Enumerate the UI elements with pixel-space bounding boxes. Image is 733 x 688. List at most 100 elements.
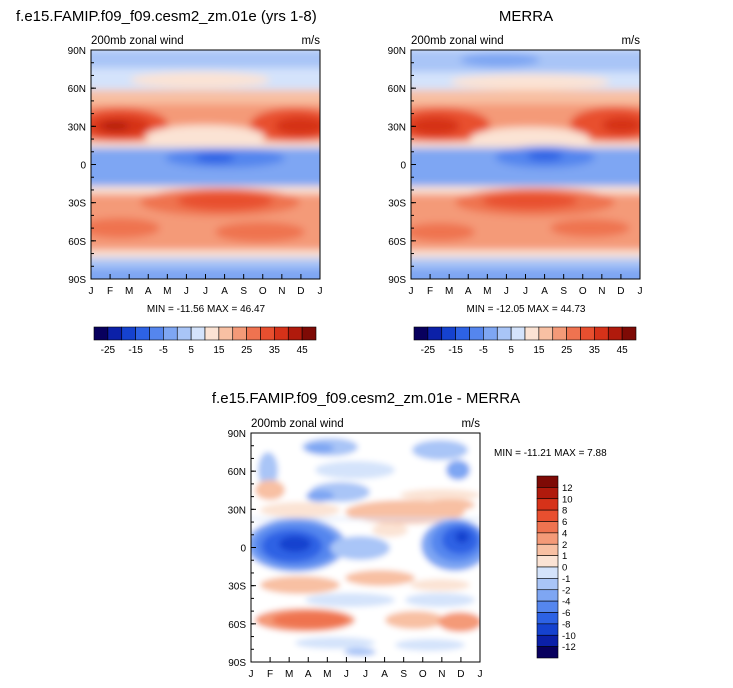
panel-model-subtitle-left: 200mb zonal wind [91,35,184,47]
panel-model-colorbar-swatch [135,326,150,341]
panel-diff-colorbar-swatch [536,498,559,511]
panel-merra-y-axis-tick-label: 30N [388,122,406,133]
panel-diff-colorbar-swatch [536,509,559,522]
panel-merra-colorbar-swatch [566,326,581,341]
panel-merra-x-axis-tick-label: A [541,286,548,297]
panel-merra-colorbar-label: -25 [421,345,436,356]
panel-model-colorbar-label: 5 [188,345,194,356]
panel-merra-colorbar-label: 45 [617,345,629,356]
panel-model-colorbar-swatch [218,326,234,341]
panel-diff-colorbar-swatch [536,578,559,591]
panel-diff-title: f.e15.FAMIP.f09_f09.cesm2_zm.01e - MERRA [212,390,520,407]
panel-merra-colorbar-swatch [496,326,512,341]
panel-merra-x-axis-tick-label: J [523,286,528,297]
panel-model-y-axis: 90N 60N 30N 0 30S 60S 90S [68,46,96,286]
panel-diff-y-axis-tick-label: 0 [240,544,246,555]
panel-merra-colorbar-swatch [607,326,623,341]
panel-merra-colorbar-swatch [552,326,567,341]
panel-diff-y-axis-tick-label: 60N [228,467,246,478]
panel-model-x-axis-tick-label: M [163,286,171,297]
panel-merra-colorbar-swatch [524,326,540,341]
panel-diff-colorbar-swatch [536,566,559,579]
panel-diff-colorbar-swatch [536,555,559,568]
panel-merra-colorbar-swatch [455,326,470,341]
panel-model-colorbar: -25 -15 -5 5 15 25 35 45 [93,326,317,356]
panel-model-colorbar-swatch [163,326,178,341]
panel-merra-y-axis-tick-label: 60S [388,237,406,248]
panel-diff-colorbar-label: 10 [562,494,573,505]
panel-merra-field [411,50,640,279]
panel-diff-colorbar-label: -6 [562,608,570,619]
panel-merra-colorbar-swatch [469,326,484,341]
panel-merra-stats: MIN = -12.05 MAX = 44.73 [467,304,586,315]
panel-diff-x-axis-tick-label: D [457,669,464,680]
panel-model-colorbar-label: -5 [159,345,168,356]
panel-merra-y-axis: 90N 60N 30N 0 30S 60S 90S [388,46,416,286]
panel-diff-colorbar-swatch [536,600,559,613]
panel-merra-colorbar-swatch [413,326,429,341]
panel-merra-colorbar-label: 35 [589,345,601,356]
panel-diff-x-axis-tick-label: J [249,669,254,680]
panel-diff-y-axis-tick-label: 30N [228,505,246,516]
panel-model-x-axis-tick-label: M [125,286,133,297]
panel-model-colorbar-label: 25 [241,345,253,356]
panel-model-colorbar-swatch [287,326,303,341]
panel-diff-y-axis-tick-label: 60S [228,620,246,631]
panel-merra-x-axis-tick-label: J [638,286,643,297]
panel-merra-x-axis-tick-label: S [560,286,567,297]
panel-diff-y-axis-tick-label: 90N [228,429,246,440]
panel-merra-y-axis-tick-label: 0 [400,161,406,172]
panel-diff-colorbar-swatch [536,475,559,488]
panel-merra-x-axis-tick-label: A [465,286,472,297]
panel-diff-x-axis-tick-label: F [267,669,273,680]
panel-model: f.e15.FAMIP.f09_f09.cesm2_zm.01e (yrs 1-… [16,8,323,356]
panel-diff-colorbar-label: -10 [562,631,576,642]
panel-diff-x-axis-tick-label: M [323,669,331,680]
panel-diff-x-axis-tick-label: A [381,669,388,680]
panel-diff-x-axis-tick-label: O [419,669,427,680]
panel-merra-subtitle-right: m/s [621,35,640,47]
panel-diff-colorbar-label: -4 [562,597,570,608]
panel-model-colorbar-swatch [246,326,261,341]
panel-merra-colorbar-swatch [580,326,595,341]
panel-model-colorbar-swatch [190,326,206,341]
panel-model-colorbar-label: 35 [269,345,281,356]
panel-merra-x-axis-tick-label: O [579,286,587,297]
panel-diff-field [251,433,480,662]
panel-diff-x-axis-tick-label: J [363,669,368,680]
panel-diff-colorbar-swatch [536,589,559,602]
panel-diff-colorbar-swatch [536,532,559,545]
panel-model-colorbar-label: 45 [297,345,309,356]
panel-merra-subtitle-left: 200mb zonal wind [411,35,504,47]
panel-diff-colorbar-label: 2 [562,540,567,551]
panel-merra-colorbar-swatch [621,326,637,341]
panel-diff-x-axis-tick-label: S [400,669,407,680]
panel-model-colorbar-label: -25 [101,345,116,356]
panel-diff-colorbar-swatch [536,634,559,647]
panel-model-x-axis-tick-label: J [89,286,94,297]
panel-model-x-axis-tick-label: O [259,286,267,297]
panel-diff-y-axis-tick-label: 30S [228,582,246,593]
panel-merra-colorbar-swatch [510,326,526,341]
panel-model-x-axis-tick-label: D [297,286,304,297]
panel-merra-colorbar-swatch [594,326,609,341]
panel-diff-colorbar-label: 8 [562,506,567,517]
panel-diff-x-axis-tick-label: M [285,669,293,680]
panel-model-y-axis-tick-label: 90S [68,275,86,286]
panel-model-field [91,50,320,279]
panel-model-colorbar-swatch [232,326,247,341]
panel-model-y-axis-tick-label: 60S [68,237,86,248]
panel-diff-subtitle-right: m/s [461,418,480,430]
panel-merra-x-axis-tick-label: F [427,286,433,297]
panel-model-title: f.e15.FAMIP.f09_f09.cesm2_zm.01e (yrs 1-… [16,8,317,25]
panel-diff-colorbar-label: -8 [562,619,570,630]
panel-model-y-axis-tick-label: 60N [68,84,86,95]
panel-diff-x-axis-tick-label: A [305,669,312,680]
panel-diff-x-axis-tick-label: J [344,669,349,680]
panel-diff-colorbar-label: -12 [562,642,576,653]
panel-merra-colorbar: -25 -15 -5 5 15 25 35 45 [413,326,637,356]
